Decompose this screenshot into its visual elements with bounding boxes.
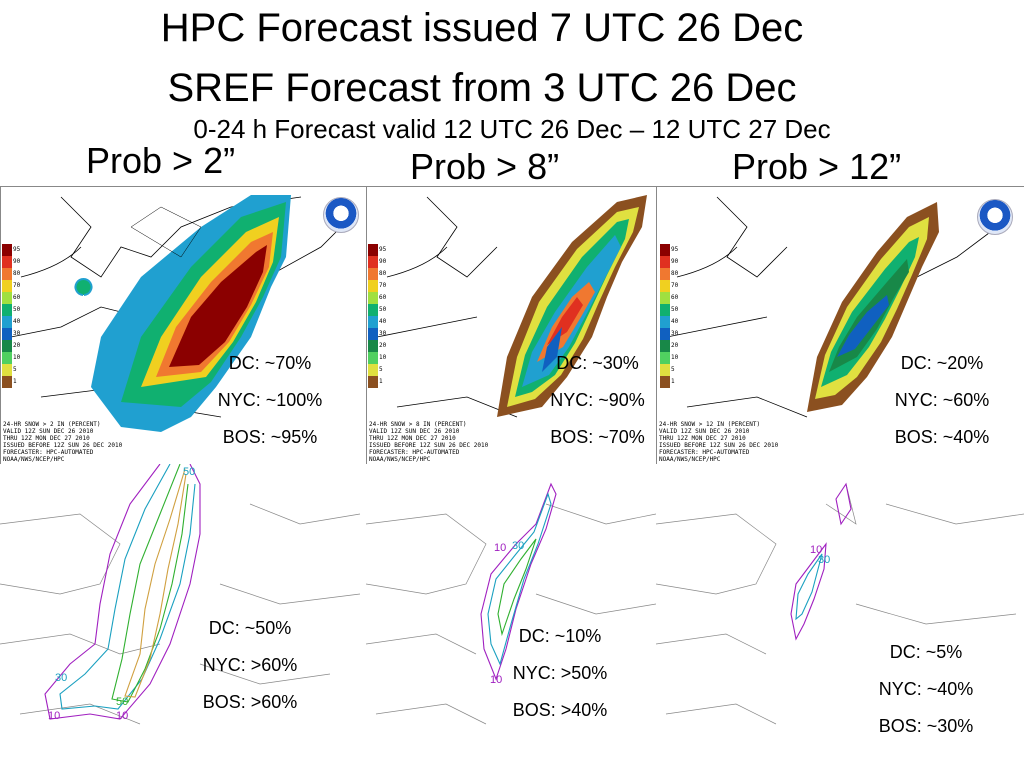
legend-label: 20 [13, 342, 21, 349]
legend-colorbar [660, 244, 670, 388]
legend-labels: 95 90 80 70 60 50 40 30 20 10 5 1 [671, 244, 678, 388]
hpc-map-prob-12 [656, 186, 1024, 466]
contour-label: 10 [490, 674, 503, 686]
hpc-map-prob-8 [366, 186, 658, 466]
hpc-stats-prob-8: DC: ~30% NYC: ~90% BOS: ~70% [530, 345, 665, 456]
legend-label: 1 [13, 378, 17, 385]
legend-label: 60 [13, 294, 21, 301]
hpc-map-prob-2 [0, 186, 368, 466]
legend-label: 40 [671, 318, 679, 325]
map-header-text: 24-HR SNOW > 8 IN (PERCENT) VALID 12Z SUN… [369, 421, 489, 463]
nyc-value: NYC: >50% [512, 663, 608, 683]
legend-label: 70 [671, 282, 679, 289]
bos-value: BOS: >40% [512, 700, 608, 720]
legend-label: 95 [379, 246, 387, 253]
legend-label: 20 [379, 342, 387, 349]
contour-label: 10 [116, 710, 129, 722]
legend-label: 50 [671, 306, 679, 313]
nyc-value: NYC: ~90% [550, 390, 645, 410]
legend-label: 30 [671, 330, 679, 337]
legend-label: 10 [671, 354, 679, 361]
legend-label: 50 [13, 306, 21, 313]
legend-label: 60 [379, 294, 387, 301]
noaa-logo-icon [323, 197, 359, 233]
title-line-2: SREF Forecast from 3 UTC 26 Dec [167, 66, 797, 110]
contour-label: 30 [512, 540, 525, 552]
sref-stats-prob-8: DC: ~10% NYC: >50% BOS: >40% [495, 618, 625, 729]
legend-colorbar [2, 244, 12, 388]
bos-value: BOS: ~95% [222, 427, 318, 447]
nyc-value: NYC: ~100% [217, 390, 323, 410]
contour-label: 10 [810, 544, 823, 556]
bos-value: BOS: ~40% [894, 427, 990, 447]
legend-label: 10 [379, 354, 387, 361]
noaa-logo-icon [977, 199, 1013, 235]
legend-label: 40 [13, 318, 21, 325]
hpc-map-prob-2-graphic [10, 195, 352, 432]
map-header-text: 24-HR SNOW > 2 IN (PERCENT) VALID 12Z SUN… [3, 421, 123, 463]
legend-label: 80 [379, 270, 387, 277]
legend-label: 5 [379, 366, 383, 373]
bos-value: BOS: ~70% [550, 427, 645, 447]
legend-label: 5 [671, 366, 675, 373]
sref-map-prob-2-graphic [0, 464, 361, 725]
sref-map-prob-2: 50 10 30 50 10 [0, 464, 366, 744]
legend-label: 50 [379, 306, 387, 313]
sref-map-prob-8: 10 30 10 [366, 464, 656, 744]
legend-colorbar [368, 244, 378, 388]
legend-label: 30 [379, 330, 387, 337]
title-line-1: HPC Forecast issued 7 UTC 26 Dec [160, 6, 804, 50]
contour-label: 50 [116, 696, 129, 708]
sref-map-prob-12: 10 30 [656, 464, 1024, 744]
subtitle: 0-24 h Forecast valid 12 UTC 26 Dec – 12… [193, 114, 831, 144]
legend-label: 95 [13, 246, 21, 253]
bos-value: BOS: >60% [202, 692, 298, 712]
legend-label: 80 [13, 270, 21, 277]
dc-value: DC: ~50% [208, 618, 292, 638]
legend-label: 20 [671, 342, 679, 349]
legend-label: 90 [379, 258, 387, 265]
nyc-value: NYC: ~40% [878, 679, 974, 699]
contour-label: 30 [55, 672, 68, 684]
legend-label: 95 [671, 246, 679, 253]
legend-label: 1 [379, 378, 383, 385]
sref-map-prob-12-graphic [656, 482, 1024, 725]
legend-labels: 95 90 80 70 60 50 40 30 20 10 5 1 [379, 244, 386, 388]
legend-label: 80 [671, 270, 679, 277]
legend-label: 70 [379, 282, 387, 289]
nyc-value: NYC: >60% [202, 655, 298, 675]
dc-value: DC: ~30% [556, 353, 639, 373]
contour-label: 50 [183, 466, 196, 478]
contour-label: 30 [818, 554, 831, 566]
sref-stats-prob-2: DC: ~50% NYC: >60% BOS: >60% [185, 610, 315, 721]
hpc-map-prob-8-graphic [376, 195, 647, 418]
legend-label: 90 [13, 258, 21, 265]
contour-label: 10 [48, 710, 61, 722]
column-label-prob-2: Prob > 2” [86, 140, 236, 181]
contour-label: 10 [494, 542, 507, 554]
dc-value: DC: ~5% [889, 642, 963, 662]
sref-map-prob-8-graphic [366, 482, 656, 725]
nyc-value: NYC: ~60% [894, 390, 990, 410]
hpc-map-prob-12-graphic [666, 196, 998, 418]
legend-label: 5 [13, 366, 17, 373]
legend-labels: 95 90 80 70 60 50 40 30 20 10 5 1 [13, 244, 20, 388]
legend-label: 1 [671, 378, 675, 385]
dc-value: DC: ~20% [900, 353, 984, 373]
bos-value: BOS: ~30% [878, 716, 974, 736]
hpc-stats-prob-12: DC: ~20% NYC: ~60% BOS: ~40% [872, 345, 1012, 456]
legend-label: 40 [379, 318, 387, 325]
dc-value: DC: ~70% [228, 353, 312, 373]
hpc-stats-prob-2: DC: ~70% NYC: ~100% BOS: ~95% [200, 345, 340, 456]
legend-label: 60 [671, 294, 679, 301]
column-label-prob-8: Prob > 8” [410, 146, 560, 187]
map-header-text: 24-HR SNOW > 12 IN (PERCENT) VALID 12Z SU… [659, 421, 779, 463]
legend-label: 70 [13, 282, 21, 289]
legend-label: 10 [13, 354, 21, 361]
sref-stats-prob-12: DC: ~5% NYC: ~40% BOS: ~30% [860, 634, 992, 745]
legend-label: 30 [13, 330, 21, 337]
dc-value: DC: ~10% [518, 626, 602, 646]
legend-label: 90 [671, 258, 679, 265]
column-label-prob-12: Prob > 12” [732, 146, 902, 187]
